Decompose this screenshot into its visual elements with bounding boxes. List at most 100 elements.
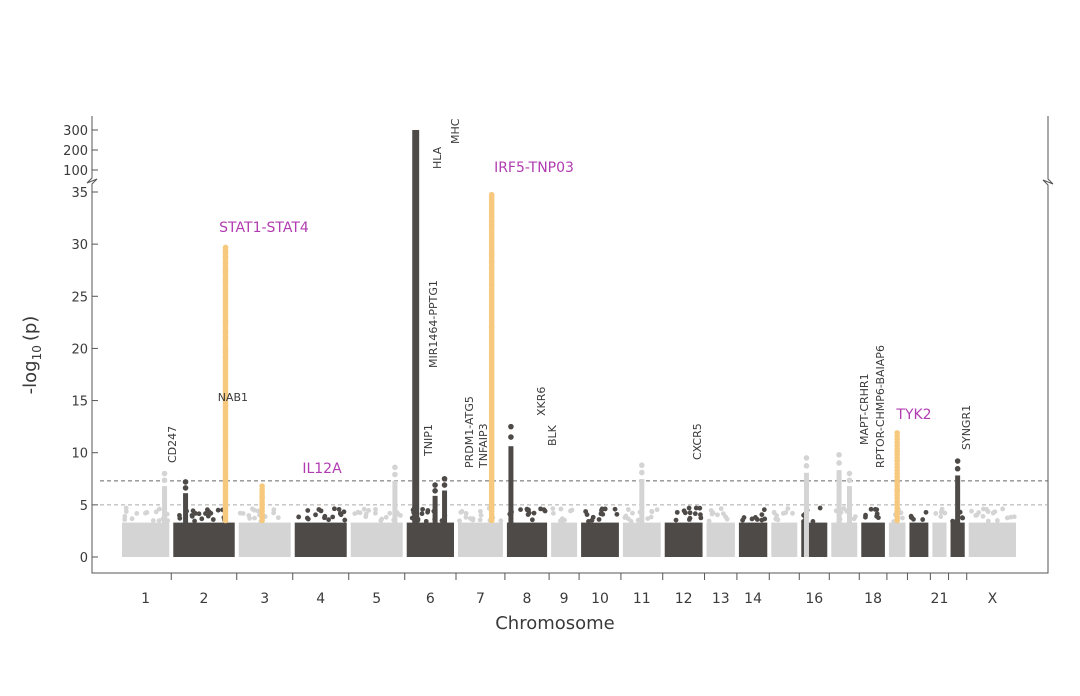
snp-point (342, 517, 348, 523)
snp-point (568, 508, 573, 514)
peak-point (639, 469, 645, 476)
snp-point (196, 511, 202, 517)
snp-point (192, 518, 197, 524)
snp-point (721, 511, 726, 517)
snp-point (199, 516, 205, 522)
chromosome-label: 9 (560, 591, 569, 607)
peak-point (161, 477, 168, 484)
peak-column (162, 486, 168, 557)
chromosome-block (458, 522, 503, 557)
chromosome-label: 14 (744, 591, 762, 607)
snp-point (305, 508, 311, 513)
peak-point (894, 487, 900, 494)
snp-point (313, 512, 318, 518)
peak-point (432, 482, 438, 488)
significance-thresholds (100, 480, 1048, 506)
snp-point (600, 511, 606, 517)
snp-point (366, 507, 372, 513)
snp-point (326, 517, 332, 523)
snp-point (134, 511, 140, 516)
chromosome-label: 12 (675, 591, 693, 607)
chromosome-label: 1 (141, 591, 150, 607)
y-axis-title-suffix: (p) (20, 316, 41, 341)
snp-point (596, 517, 602, 522)
chromosome-label: 6 (426, 591, 435, 607)
peak-point (182, 479, 189, 485)
snp-point (419, 511, 425, 517)
chromosome-block (861, 522, 885, 557)
chromosome-block (909, 522, 929, 557)
chromosome-label: 5 (372, 591, 381, 607)
x-axis-title: Chromosome (495, 613, 615, 634)
snp-point (550, 510, 556, 516)
snp-point (1000, 506, 1006, 512)
chromosome-block (771, 522, 798, 557)
peak-point (222, 354, 229, 360)
chromosome-label: 7 (476, 591, 485, 607)
snp-point (156, 518, 162, 524)
snp-point (123, 509, 129, 514)
peak-point (222, 334, 229, 341)
snp-point (477, 508, 483, 514)
snp-point (363, 514, 369, 520)
snp-point (330, 514, 336, 520)
snp-point (693, 505, 699, 511)
snp-point (602, 506, 608, 512)
gene-label: NAB1 (218, 391, 248, 404)
snp-point (762, 516, 768, 522)
peak-point (222, 348, 229, 354)
chromosome-label: 4 (316, 591, 325, 607)
peak-point (488, 264, 495, 271)
peak-point (488, 281, 495, 288)
snp-point (425, 509, 430, 515)
snp-point (681, 508, 687, 514)
snp-point (251, 507, 257, 513)
snp-point (654, 507, 660, 513)
snp-point (463, 514, 469, 520)
snp-point (305, 516, 311, 522)
gene-label: SYNGR1 (960, 405, 973, 450)
snp-point (397, 513, 403, 518)
snp-point (316, 507, 322, 512)
snp-point (423, 518, 429, 524)
peak-column (442, 490, 448, 557)
snp-point (457, 518, 462, 524)
peak-point (894, 448, 900, 455)
y-tick-label: 25 (71, 290, 88, 305)
y-tick-label: 100 (63, 164, 88, 179)
gene-label: IRF5-TNP03 (494, 160, 574, 176)
snp-point (938, 514, 944, 519)
snp-point (718, 506, 724, 512)
peak-point (846, 470, 853, 477)
snp-point (525, 512, 531, 517)
snp-point (990, 510, 996, 516)
peak-point (954, 458, 961, 464)
peak-point (803, 463, 810, 469)
peak-point (222, 277, 229, 284)
peak-point (836, 460, 842, 466)
snp-point (518, 507, 523, 513)
peak-point (222, 295, 229, 302)
association-peaks (161, 130, 961, 557)
y-tick-label: 200 (63, 144, 88, 159)
snp-point (357, 510, 363, 516)
snp-point (373, 507, 378, 512)
chromosome-label: 13 (712, 591, 730, 607)
peak-column (432, 495, 438, 557)
peak-point (803, 455, 810, 461)
snp-point (630, 510, 635, 516)
snp-point (468, 516, 473, 521)
y-tick-label: 30 (71, 238, 88, 253)
snp-point (959, 515, 965, 521)
snp-point (625, 507, 631, 512)
snp-point (938, 509, 944, 515)
snp-point (673, 517, 679, 523)
gene-label: CD247 (166, 426, 179, 463)
snp-point (240, 511, 246, 516)
snp-point (753, 515, 758, 520)
snp-point (709, 511, 715, 517)
peak-column (639, 478, 645, 557)
snp-point (558, 506, 564, 512)
snp-point (715, 512, 720, 518)
peak-point (894, 430, 900, 436)
